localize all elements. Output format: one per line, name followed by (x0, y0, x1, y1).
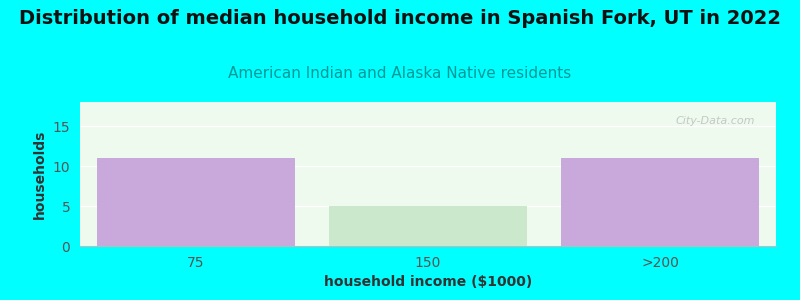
X-axis label: household income ($1000): household income ($1000) (324, 275, 532, 289)
Text: American Indian and Alaska Native residents: American Indian and Alaska Native reside… (228, 66, 572, 81)
Bar (330, 206, 526, 246)
Bar (98, 158, 294, 246)
Y-axis label: households: households (33, 129, 47, 219)
Bar (562, 158, 758, 246)
Text: Distribution of median household income in Spanish Fork, UT in 2022: Distribution of median household income … (19, 9, 781, 28)
Text: City-Data.com: City-Data.com (676, 116, 755, 126)
